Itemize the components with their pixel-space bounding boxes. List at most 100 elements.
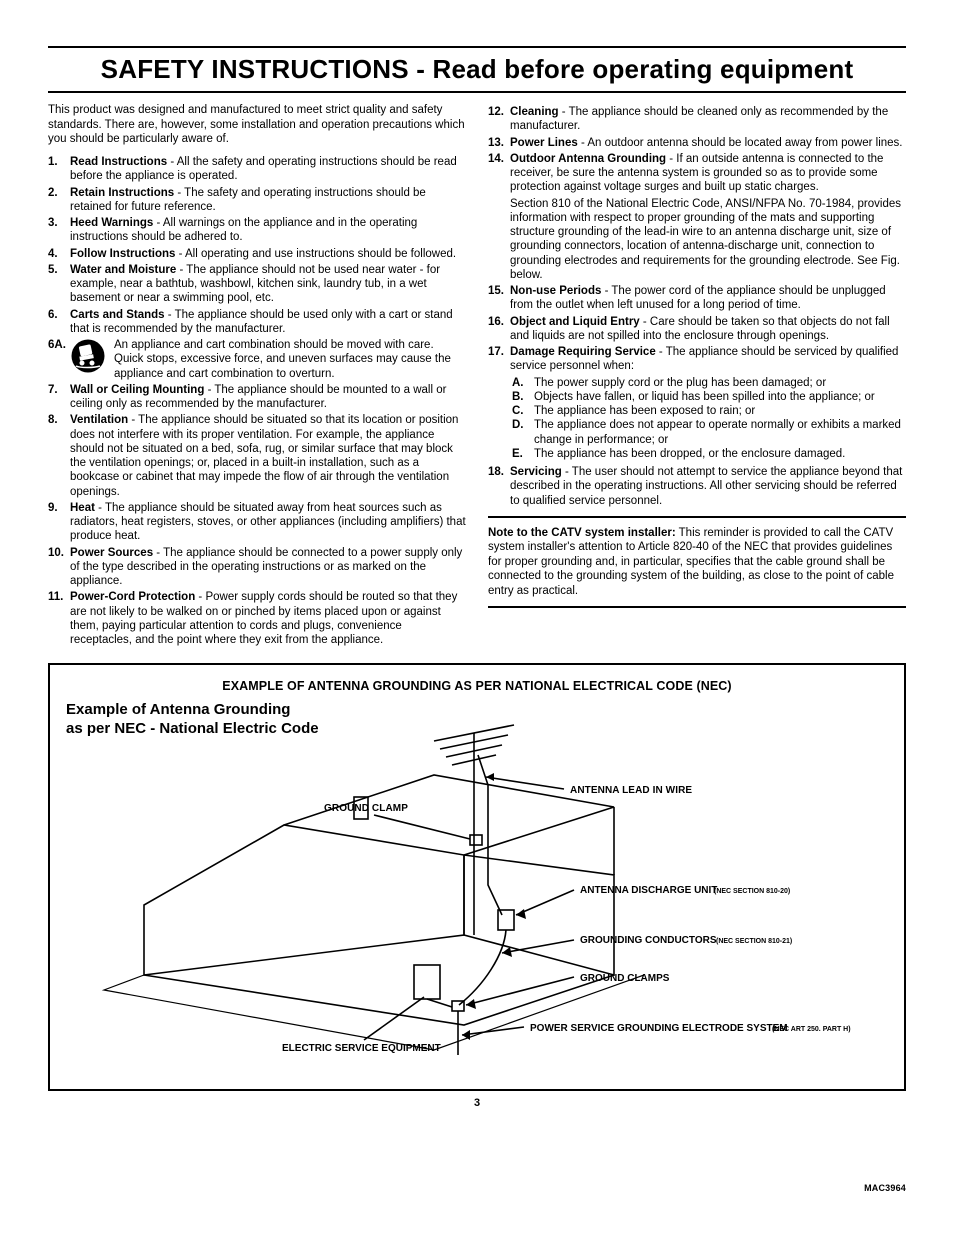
item-text: - The appliance should be situated away … [70, 502, 466, 543]
item-label: Read Instructions [70, 156, 167, 168]
item-label: Non-use Periods [510, 285, 601, 297]
list-item: 7.Wall or Ceiling Mounting - The applian… [48, 383, 466, 412]
item-text: - The appliance should be situated so th… [70, 414, 458, 497]
sub-item-num: E. [510, 447, 534, 461]
item-label: Follow Instructions [70, 248, 175, 260]
diagram-top-title: EXAMPLE OF ANTENNA GROUNDING AS PER NATI… [66, 679, 888, 693]
item-num: 15. [488, 284, 510, 313]
lbl-conductors-sec: (NEC SECTION 810-21) [716, 938, 792, 945]
item-label: Power Lines [510, 137, 578, 149]
list-item: 2.Retain Instructions - The safety and o… [48, 186, 466, 215]
item-14-text2: Section 810 of the National Electric Cod… [510, 197, 906, 283]
antenna-diagram: GROUND CLAMP ANTENNA LEAD IN WIRE ANTENN… [54, 715, 874, 1075]
list-item: 10.Power Sources - The appliance should … [48, 546, 466, 589]
sub-item: B.Objects have fallen, or liquid has bee… [510, 390, 906, 404]
item-14: 14. Outdoor Antenna Grounding - If an ou… [488, 152, 906, 282]
left-column: This product was designed and manufactur… [48, 93, 466, 649]
intro-text: This product was designed and manufactur… [48, 103, 466, 147]
note-label: Note to the CATV system installer: [488, 527, 676, 539]
item-num: 1. [48, 155, 70, 184]
list-item: 16.Object and Liquid Entry - Care should… [488, 315, 906, 344]
list-item: 3.Heed Warnings - All warnings on the ap… [48, 216, 466, 245]
list-item: 8.Ventilation - The appliance should be … [48, 413, 466, 499]
sub-item-num: A. [510, 376, 534, 390]
sub-item-num: C. [510, 404, 534, 418]
sub-item: D.The appliance does not appear to opera… [510, 418, 906, 447]
item-17-num: 17. [488, 345, 510, 463]
item-label: Cleaning [510, 106, 559, 118]
item-num: 16. [488, 315, 510, 344]
item-6a-num: 6A. [48, 338, 70, 381]
lbl-service-equip: ELECTRIC SERVICE EQUIPMENT [282, 1043, 441, 1054]
item-label: Power Sources [70, 547, 153, 559]
item-num: 6. [48, 308, 70, 337]
list-item: 9.Heat - The appliance should be situate… [48, 501, 466, 544]
item-num: 10. [48, 546, 70, 589]
sub-item: E.The appliance has been dropped, or the… [510, 447, 906, 461]
diagram-box: EXAMPLE OF ANTENNA GROUNDING AS PER NATI… [48, 663, 906, 1091]
item-label: Heat [70, 502, 95, 514]
sub-item: A.The power supply cord or the plug has … [510, 376, 906, 390]
list-item: 13.Power Lines - An outdoor antenna shou… [488, 136, 906, 150]
sub-item-text: The power supply cord or the plug has be… [534, 376, 906, 390]
item-num: 3. [48, 216, 70, 245]
list-item: 11.Power-Cord Protection - Power supply … [48, 590, 466, 647]
note-top-rule [488, 516, 906, 518]
item-18-text: - The user should not attempt to service… [510, 466, 902, 507]
item-18-num: 18. [488, 465, 510, 508]
lbl-discharge-sec: (NEC SECTION 810-20) [714, 888, 790, 895]
item-num: 8. [48, 413, 70, 499]
lbl-ground-clamps: GROUND CLAMPS [580, 973, 670, 984]
item-label: Object and Liquid Entry [510, 316, 640, 328]
list-item: 5.Water and Moisture - The appliance sho… [48, 263, 466, 306]
list-item: 1.Read Instructions - All the safety and… [48, 155, 466, 184]
list-item: 12.Cleaning - The appliance should be cl… [488, 105, 906, 134]
list-item: 4.Follow Instructions - All operating an… [48, 247, 466, 261]
item-num: 11. [48, 590, 70, 647]
item-num: 5. [48, 263, 70, 306]
sub-item-num: B. [510, 390, 534, 404]
item-18: 18. Servicing - The user should not atte… [488, 465, 906, 508]
item-18-label: Servicing [510, 466, 562, 478]
item-num: 2. [48, 186, 70, 215]
sub-item-text: The appliance has been exposed to rain; … [534, 404, 906, 418]
item-num: 4. [48, 247, 70, 261]
sub-item-text: The appliance does not appear to operate… [534, 418, 906, 447]
item-text: - An outdoor antenna should be located a… [578, 137, 903, 149]
item-num: 13. [488, 136, 510, 150]
cart-tip-icon [70, 338, 106, 374]
item-6a-text: An appliance and cart combination should… [114, 339, 451, 380]
mac-code: MAC3964 [864, 1183, 906, 1193]
page-number: 3 [48, 1097, 906, 1109]
lbl-discharge: ANTENNA DISCHARGE UNIT [580, 885, 717, 896]
catv-note: Note to the CATV system installer: This … [488, 526, 906, 598]
sub-item: C.The appliance has been exposed to rain… [510, 404, 906, 418]
sub-item-text: The appliance has been dropped, or the e… [534, 447, 906, 461]
item-14-num: 14. [488, 152, 510, 282]
sub-item-num: D. [510, 418, 534, 447]
note-bottom-rule [488, 606, 906, 608]
lbl-antenna-lead: ANTENNA LEAD IN WIRE [570, 785, 692, 796]
sub-item-text: Objects have fallen, or liquid has been … [534, 390, 906, 404]
item-num: 7. [48, 383, 70, 412]
item-label: Carts and Stands [70, 309, 165, 321]
item-17-label: Damage Requiring Service [510, 346, 656, 358]
item-label: Power-Cord Protection [70, 591, 195, 603]
item-label: Wall or Ceiling Mounting [70, 384, 204, 396]
lbl-conductors: GROUNDING CONDUCTORS [580, 935, 717, 946]
lbl-electrode: POWER SERVICE GROUNDING ELECTRODE SYSTEM [530, 1023, 788, 1034]
lbl-ground-clamp-top: GROUND CLAMP [324, 803, 408, 814]
list-item: 15.Non-use Periods - The power cord of t… [488, 284, 906, 313]
item-text: - The appliance should be cleaned only a… [510, 106, 888, 132]
item-text: - All operating and use instructions sho… [175, 248, 456, 260]
item-label: Heed Warnings [70, 217, 153, 229]
content-columns: This product was designed and manufactur… [48, 93, 906, 649]
right-column: 12.Cleaning - The appliance should be cl… [488, 93, 906, 649]
item-label: Retain Instructions [70, 187, 174, 199]
item-6a: 6A. [48, 338, 466, 381]
item-label: Water and Moisture [70, 264, 176, 276]
lbl-electrode-sec: (NEC ART 250. PART H) [772, 1026, 851, 1033]
item-label: Ventilation [70, 414, 128, 426]
item-num: 9. [48, 501, 70, 544]
list-item: 6.Carts and Stands - The appliance shoul… [48, 308, 466, 337]
